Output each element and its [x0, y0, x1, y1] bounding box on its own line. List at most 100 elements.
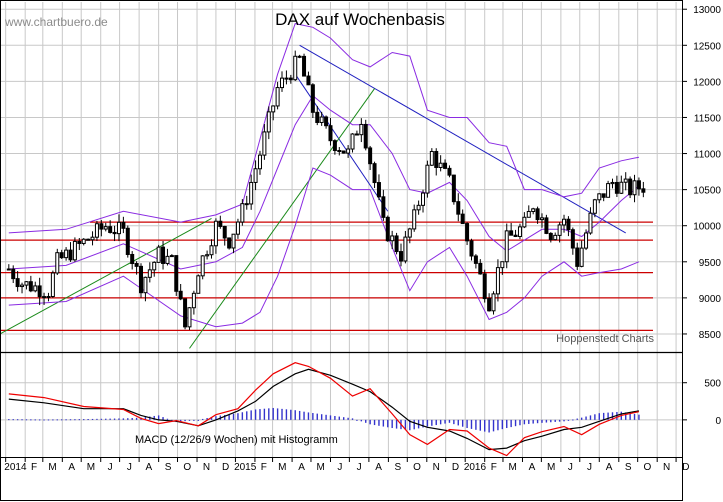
candle-body-down [443, 162, 448, 169]
price-tick-label: 13000 [693, 5, 721, 16]
histogram-bar [523, 419, 526, 425]
candle-body-up [46, 295, 51, 298]
histogram-bar [501, 419, 504, 430]
histogram-bar [479, 419, 482, 431]
histogram-bar [131, 418, 133, 420]
x-tick-label: O [413, 462, 421, 473]
uptrend-line [0, 218, 212, 335]
histogram-bar [558, 419, 561, 422]
price-tick-label: 10000 [693, 222, 721, 233]
downtrend-line [299, 44, 626, 234]
candle-body-up [606, 183, 611, 198]
histogram-bar [629, 413, 631, 420]
candle-body-up [147, 269, 152, 278]
chart-title: DAX auf Wochenbasis [275, 10, 445, 29]
histogram-bar [307, 412, 310, 420]
candle-body-up [187, 307, 192, 328]
candle-body-up [33, 285, 38, 292]
candlesticks [6, 50, 646, 330]
histogram-bar [263, 408, 266, 420]
histogram-bar [312, 413, 314, 420]
candle-body-down [77, 240, 82, 244]
histogram-bar [276, 408, 279, 420]
histogram-bar [497, 419, 499, 431]
bollinger-middle-band [8, 95, 640, 270]
histogram-bar [461, 419, 464, 427]
histogram-bar [576, 418, 578, 420]
candle-body-down [394, 235, 399, 253]
candle-body-down [315, 111, 320, 123]
histogram-bar [285, 409, 288, 420]
histogram-bar [74, 419, 76, 421]
x-tick-label: A [298, 462, 305, 473]
candle-body-up [103, 226, 108, 230]
candle-body-up [517, 226, 522, 237]
histogram-bar [78, 419, 81, 421]
candle-body-up [584, 232, 589, 249]
x-tick-label: A [375, 462, 382, 473]
candle-body-up [495, 267, 500, 295]
macd-axis: 0 500 [683, 379, 721, 427]
candle-body-up [588, 212, 593, 234]
histogram-bar [206, 418, 208, 420]
histogram-bar [157, 415, 160, 420]
histogram-bar [598, 413, 600, 420]
candle-body-up [438, 162, 443, 168]
histogram-bar [25, 419, 28, 421]
histogram-bar [47, 419, 50, 421]
candle-body-up [240, 203, 245, 223]
price-tick-label: 9500 [699, 258, 722, 269]
candle-body-down [121, 221, 126, 229]
candle-body-down [570, 229, 575, 249]
histogram-bar [197, 419, 199, 421]
candle-body-down [222, 225, 227, 239]
candle-body-up [213, 220, 218, 247]
candle-body-down [310, 84, 315, 113]
candle-body-down [447, 167, 452, 176]
histogram-bar [259, 409, 261, 420]
histogram-bar [413, 419, 415, 430]
candle-body-down [130, 253, 135, 265]
candle-body-up [491, 293, 496, 312]
histogram-bar [514, 419, 517, 427]
candle-body-up [284, 77, 289, 80]
histogram-bar [184, 419, 186, 422]
price-tick-label: 8500 [699, 330, 722, 341]
signal-line [8, 362, 640, 457]
histogram-bar [589, 415, 592, 420]
histogram-bar [426, 419, 429, 427]
x-tick-label: O [183, 462, 191, 473]
candle-body-down [628, 178, 633, 196]
plot-frame [0, 0, 683, 501]
candle-body-down [566, 218, 571, 231]
histogram-bar [470, 419, 473, 429]
histogram-bar [69, 419, 72, 421]
histogram-bar [510, 419, 512, 428]
histogram-bar [298, 410, 301, 420]
candle-body-up [90, 236, 95, 241]
candle-body-up [522, 216, 527, 228]
histogram-bar [378, 419, 380, 426]
candle-body-up [257, 154, 262, 170]
x-tick-label: M [509, 462, 517, 473]
candle-body-down [469, 240, 474, 257]
histogram-bar [232, 413, 235, 420]
histogram-bar [8, 419, 10, 421]
x-tick-label: O [644, 462, 652, 473]
candle-body-down [99, 223, 104, 230]
candle-body-down [302, 55, 307, 77]
candle-body-up [275, 87, 280, 107]
candle-body-down [363, 123, 368, 149]
candle-body-up [205, 254, 210, 257]
candle-body-up [42, 296, 47, 299]
x-tick-label: N [433, 462, 440, 473]
candle-body-up [562, 218, 567, 226]
candle-body-down [372, 163, 377, 184]
histogram-bar [563, 419, 565, 422]
candle-body-up [72, 240, 77, 261]
source-label: Hoppenstedt Charts [556, 333, 654, 345]
candle-body-down [385, 216, 390, 242]
candle-body-down [398, 251, 403, 262]
histogram-bar [290, 409, 292, 420]
